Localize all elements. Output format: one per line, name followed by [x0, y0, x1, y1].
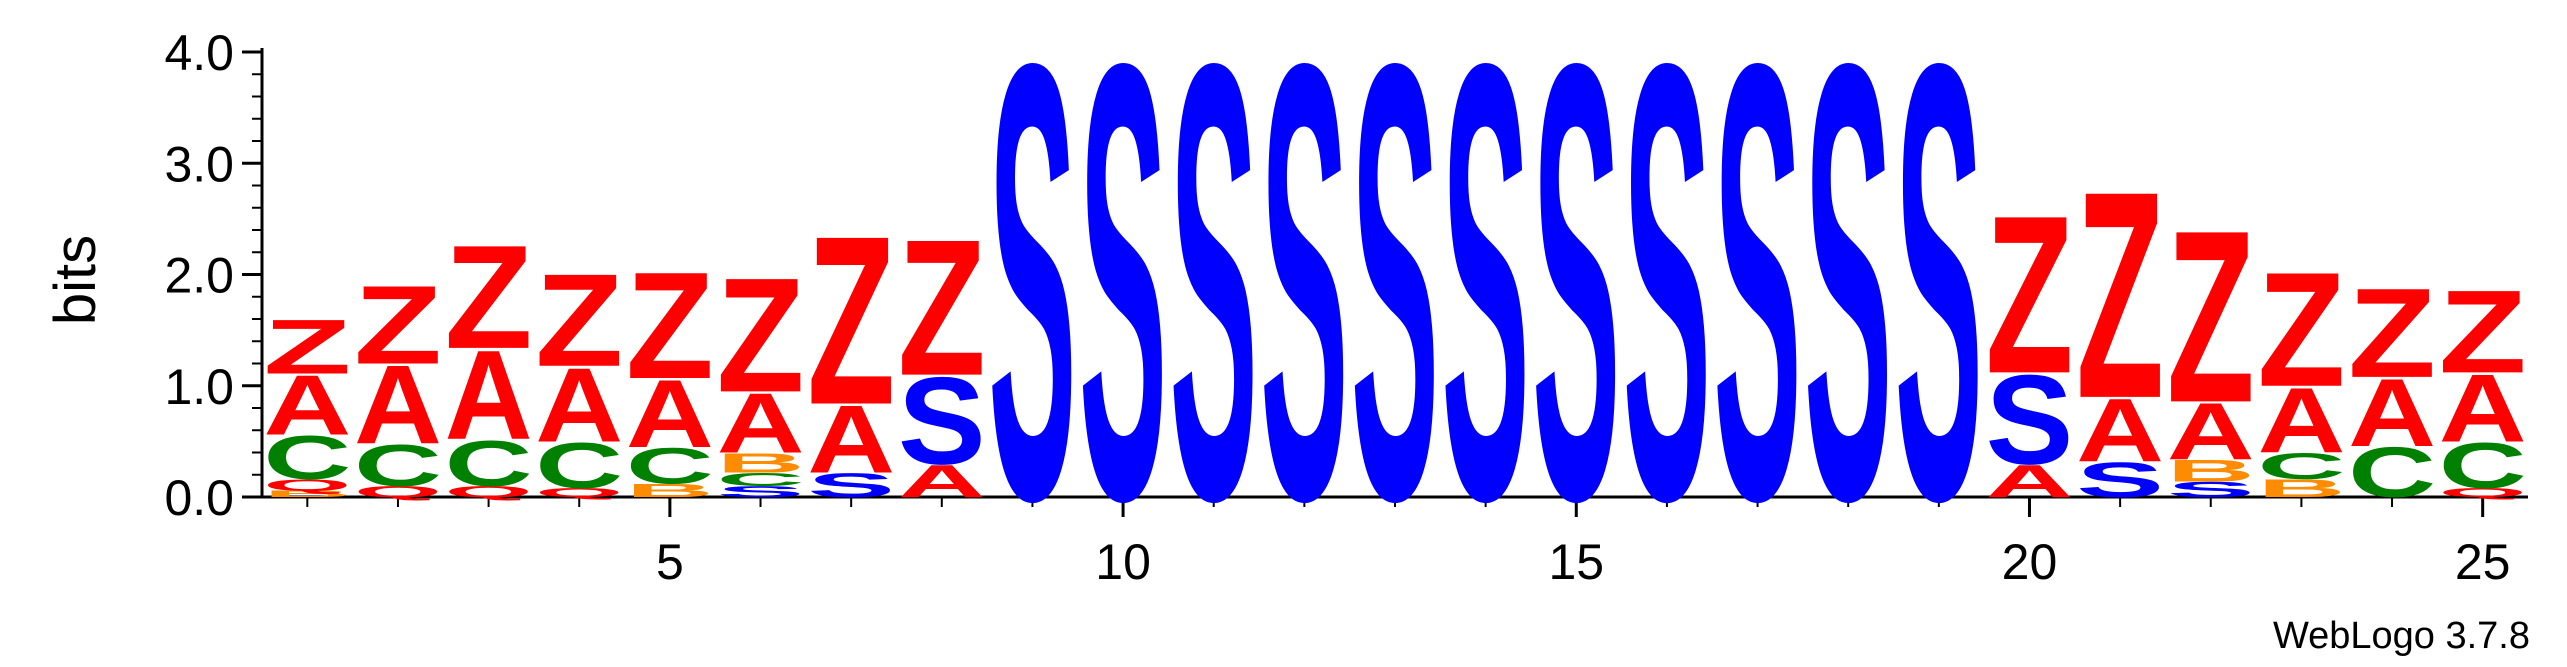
logo-glyph-S: S: [1351, 0, 1439, 630]
logo-glyph-Z: Z: [717, 244, 805, 426]
logo-glyph-S: S: [2076, 453, 2164, 508]
logo-glyph-C: C: [626, 437, 714, 495]
x-tick-label: 5: [656, 534, 684, 590]
logo-glyph-Z: Z: [263, 303, 351, 390]
y-tick-label: 4.0: [164, 25, 234, 81]
logo-glyph-S: S: [1532, 0, 1620, 630]
logo-glyph-A: A: [717, 376, 805, 471]
logo-glyph-Q: Q: [445, 483, 533, 500]
logo-glyph-Q: Q: [354, 483, 442, 500]
x-tick-label: 15: [1548, 534, 1604, 590]
logo-glyph-Z: Z: [1986, 170, 2074, 421]
logo-glyph-B: B: [717, 447, 805, 478]
logo-glyph-C: C: [2257, 446, 2345, 488]
logo-glyph-S: S: [1986, 350, 2074, 492]
logo-glyph-C: C: [717, 469, 805, 490]
logo-glyph-C: C: [535, 429, 623, 502]
logo-glyph-B: B: [626, 480, 714, 501]
logo-glyph-S: S: [1714, 0, 1802, 630]
y-tick-label: 2.0: [164, 248, 234, 304]
logo-glyph-Z: Z: [445, 214, 533, 379]
logo-glyph-A: A: [535, 347, 623, 465]
logo-glyph-Z: Z: [2167, 179, 2255, 454]
logo-glyph-S: S: [1804, 0, 1892, 630]
logo-glyph-C: C: [354, 433, 442, 499]
logo-glyph-A: A: [354, 342, 442, 467]
logo-glyph-S: S: [1895, 0, 1983, 630]
weblogo-credit: WebLogo 3.7.8: [2273, 615, 2530, 657]
logo-glyph-C: C: [2348, 433, 2436, 512]
x-tick-label: 25: [2455, 534, 2511, 590]
logo-glyph-Z: Z: [2257, 238, 2345, 420]
logo-glyph-Q: Q: [263, 476, 351, 493]
logo-glyph-Z: Z: [535, 247, 623, 394]
x-tick-label: 10: [1095, 534, 1151, 590]
y-tick-label: 3.0: [164, 136, 234, 192]
logo-glyph-S: S: [2167, 477, 2255, 501]
x-tick-label: 20: [2002, 534, 2058, 590]
logo-glyph-Z: Z: [898, 200, 986, 417]
logo-glyph-B: B: [2257, 474, 2345, 502]
logo-glyph-B: B: [2167, 453, 2255, 488]
logo-glyph-A: A: [2439, 355, 2527, 462]
logo-glyph-S: S: [988, 0, 1076, 630]
logo-glyph-S: S: [1442, 0, 1530, 630]
axes: 0.0 1.0 2.0 3.0 4.0 5 10 15 20 25: [164, 25, 2528, 590]
logo-glyph-A: A: [263, 358, 351, 453]
logo-glyph-S: S: [1170, 0, 1258, 630]
logo-glyph-Z: Z: [2439, 266, 2527, 398]
logo-glyph-A: A: [898, 455, 986, 507]
logo-glyph-Z: Z: [354, 263, 442, 388]
logo-glyph-A: A: [1986, 455, 2074, 507]
logo-glyph-A: A: [2076, 380, 2164, 481]
y-tick-label: 1.0: [164, 359, 234, 415]
logo-glyph-Z: Z: [626, 241, 714, 411]
logo-glyph-B: B: [263, 489, 351, 499]
logo-glyph-S: S: [807, 466, 895, 504]
logo-glyph-S: S: [898, 352, 986, 491]
y-tick-label: 0.0: [164, 470, 234, 526]
logo-glyph-S: S: [1260, 0, 1348, 630]
logo-glyph-Z: Z: [2076, 131, 2164, 460]
logo-glyph-S: S: [1623, 0, 1711, 630]
logo-glyph-S: S: [717, 483, 805, 500]
logo-glyph-Q: Q: [2439, 486, 2527, 500]
logo-glyph-A: A: [445, 325, 533, 467]
logo-glyph-A: A: [2167, 386, 2255, 477]
logo-glyph-C: C: [263, 424, 351, 493]
logo-glyph-A: A: [626, 361, 714, 468]
y-axis-title: bits: [43, 235, 108, 325]
logo-glyph-Q: Q: [535, 486, 623, 500]
logo-glyph-S: S: [1079, 0, 1167, 630]
logo-glyph-Z: Z: [2348, 262, 2436, 404]
logo-glyph-C: C: [445, 427, 533, 500]
logo-glyph-C: C: [2439, 429, 2527, 502]
logo-glyph-A: A: [2257, 368, 2345, 472]
logo-glyph-Z: Z: [807, 186, 895, 456]
logo-glyph-A: A: [2348, 360, 2436, 467]
logo-glyph-A: A: [807, 387, 895, 494]
